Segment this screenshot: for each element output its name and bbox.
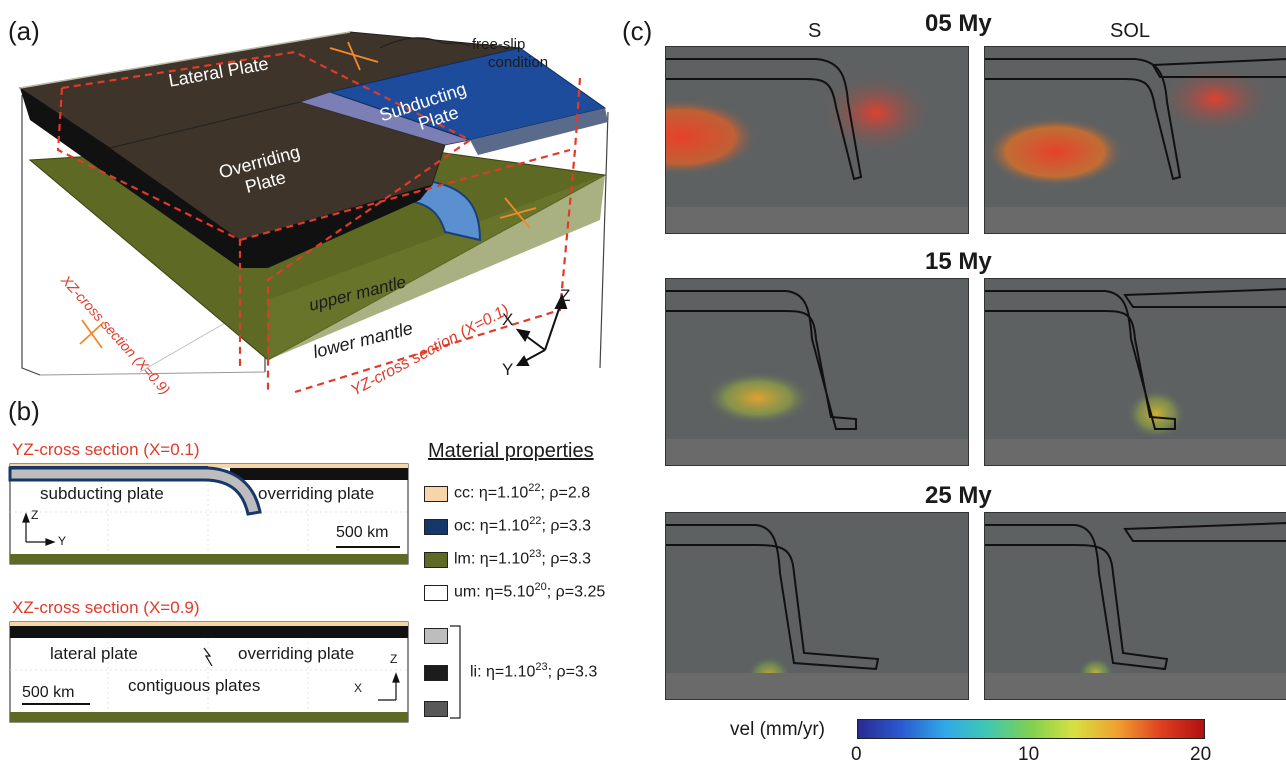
swatch-li-2 [424,665,448,681]
colorbar-tick-20: 20 [1190,744,1212,765]
time-25-my: 25 My [925,482,992,509]
material-lm: lm: η=1.1023; ρ=3.3 [454,548,591,568]
yz-axis-z: Z [31,508,39,522]
panel-a-label: (a) [8,16,40,46]
xz-cross-section [9,621,409,723]
snapshot-sol-05 [984,46,1286,234]
yz-overriding-plate-label: overriding plate [258,484,375,503]
panel-b-label: (b) [8,396,40,426]
snapshot-sol-15 [984,278,1286,466]
swatch-um [424,585,448,601]
li-bracket [450,625,461,719]
axes-xyz-icon [515,293,568,366]
yz-scale-label: 500 km [336,524,389,541]
free-slip-marker-icon [79,41,537,349]
xz-section-title: XZ-cross section (X=0.9) [12,598,200,617]
colorbar-label: vel (mm/yr) [730,719,825,740]
column-sol-header: SOL [1110,20,1151,42]
swatch-li-3 [424,701,448,717]
colorbar-tick-0: 0 [851,744,862,765]
axis-x-label: X [502,310,514,329]
material-oc: oc: η=1.1022; ρ=3.3 [454,515,592,535]
free-slip-text-1: free-slip [472,36,526,53]
yz-subducting-plate-label: subducting plate [40,484,164,503]
panel-c-label: (c) [622,16,653,46]
snapshot-s-05 [665,46,969,234]
material-um: um: η=5.1020; ρ=3.25 [454,581,606,601]
material-properties-title: Material properties [428,440,594,462]
swatch-oc [424,519,448,535]
snapshot-sol-25 [984,512,1286,700]
material-cc: cc: η=1.1022; ρ=2.8 [454,482,591,502]
time-15-my: 15 My [925,248,992,275]
yz-axis-y: Y [58,534,67,548]
xz-axis-x: X [354,681,363,695]
free-slip-text-2: condition [488,54,549,71]
yz-cross-section [8,463,409,565]
column-s-header: S [808,20,822,42]
xz-lateral-plate-label: lateral plate [50,644,138,663]
xz-overriding-plate-label: overriding plate [238,644,355,663]
xz-axis-z: Z [390,652,398,666]
swatch-lm [424,552,448,568]
yz-section-title: YZ-cross section (X=0.1) [12,440,200,459]
swatch-li-1 [424,628,448,644]
xz-contiguous-label: contiguous plates [128,676,261,695]
panel-a-3d-model [18,31,609,394]
swatch-cc [424,486,448,502]
snapshot-s-15 [665,278,969,466]
material-li: li: η=1.1023; ρ=3.3 [470,661,598,681]
axis-y-label: Y [502,360,514,379]
colorbar-tick-10: 10 [1018,744,1040,765]
snapshot-s-25 [665,512,969,700]
axis-z-label: Z [560,286,571,305]
time-05-my: 05 My [925,10,992,37]
colorbar [857,719,1205,739]
xz-scale-label: 500 km [22,684,75,701]
